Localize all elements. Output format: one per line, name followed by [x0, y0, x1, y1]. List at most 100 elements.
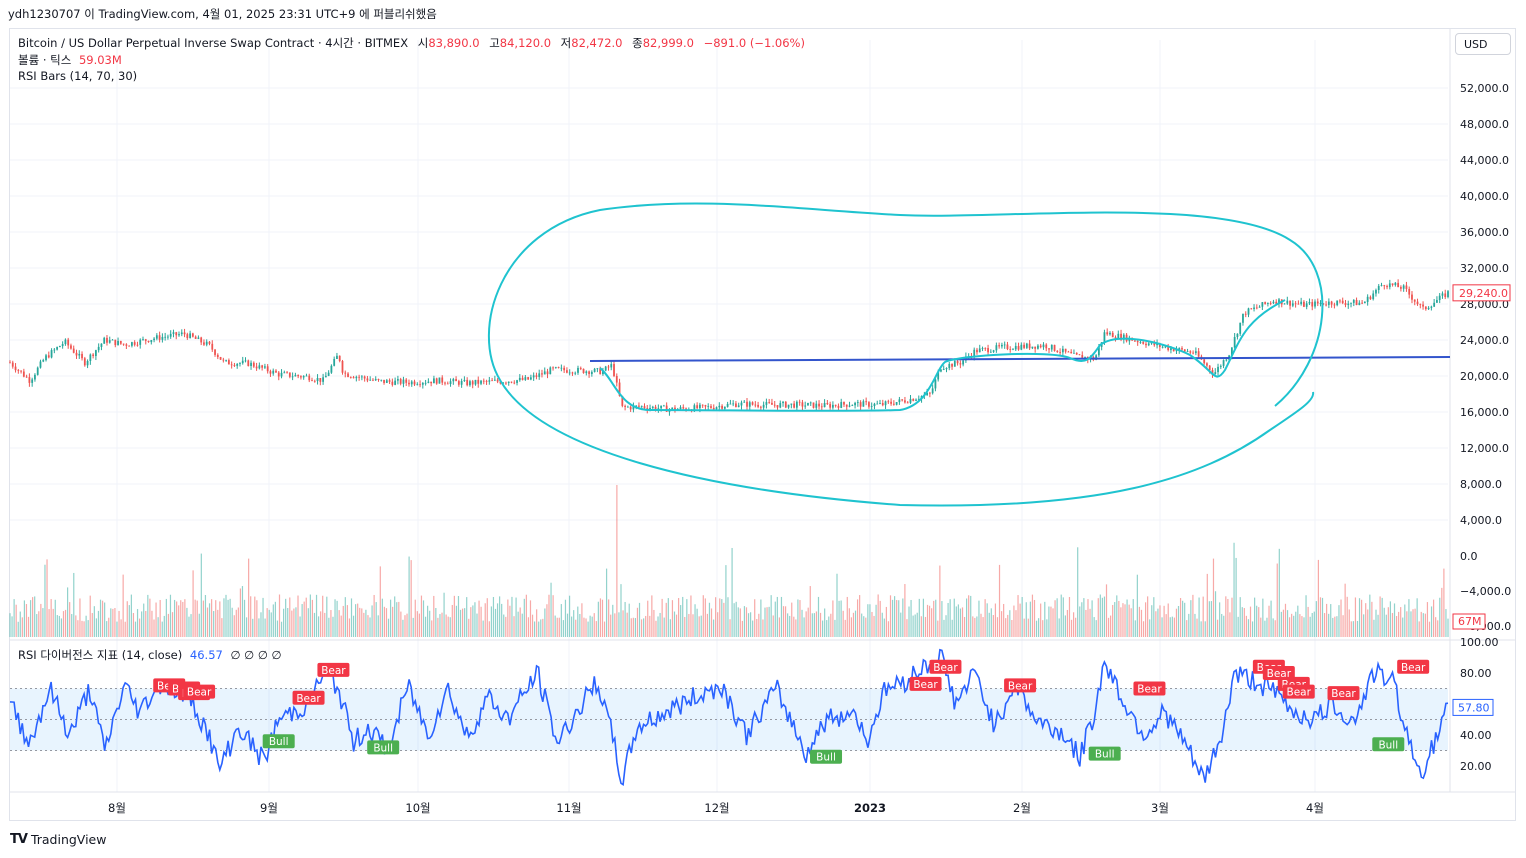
volume-bar: [920, 616, 922, 637]
volume-bar: [11, 616, 13, 637]
volume-bar: [1437, 620, 1439, 637]
volume-bar: [1040, 603, 1042, 637]
volume-bar: [132, 613, 135, 637]
volume-bar: [29, 600, 32, 637]
price-candle-body: [1244, 313, 1247, 315]
price-tick-label: 24,000.0: [1460, 334, 1509, 347]
volume-bar: [1161, 617, 1163, 637]
volume-bar: [97, 610, 100, 637]
volume-bar: [373, 594, 375, 637]
price-candle-body: [1095, 355, 1098, 360]
price-candle-body: [1258, 306, 1261, 308]
volume-bar: [410, 560, 412, 637]
price-candle-body: [233, 365, 236, 366]
price-candle-body: [272, 370, 275, 374]
volume-bar: [437, 617, 439, 637]
volume-bar: [1445, 609, 1447, 637]
price-candle-body: [748, 402, 751, 407]
price-candle-body: [200, 337, 203, 343]
volume-bar: [503, 614, 505, 637]
price-candle-body: [313, 380, 316, 382]
volume-bar: [863, 616, 865, 637]
volume-bar: [443, 592, 445, 637]
volume-bar: [772, 615, 774, 637]
price-candle-body: [851, 405, 854, 407]
price-candle-body: [679, 407, 682, 410]
volume-bar: [630, 618, 632, 637]
volume-bar: [626, 612, 628, 637]
price-candle-body: [1422, 304, 1424, 307]
volume-bar: [149, 598, 151, 637]
volume-bar: [832, 600, 834, 637]
price-candle-body: [100, 343, 103, 347]
price-candle-body: [790, 403, 793, 405]
volume-bar: [1064, 615, 1066, 637]
volume-bar: [795, 619, 797, 637]
price-candle-body: [1327, 301, 1330, 305]
price-candle-body: [654, 406, 657, 410]
volume-bar: [77, 620, 79, 637]
volume-bar: [1225, 596, 1227, 637]
price-candle-body: [175, 332, 178, 336]
price-candle-body: [1078, 354, 1081, 356]
volume-bar: [933, 600, 935, 637]
price-candle-body: [1170, 348, 1172, 351]
volume-bar: [1029, 601, 1031, 637]
open-label: 시: [417, 36, 429, 50]
volume-bar: [289, 597, 291, 637]
volume-bar: [346, 605, 348, 637]
volume-bar: [902, 598, 904, 637]
volume-bar: [1079, 606, 1081, 637]
price-candle-body: [632, 405, 635, 410]
price-candle-body: [131, 342, 133, 346]
price-candle-body: [693, 405, 696, 412]
volume-bar: [519, 607, 521, 637]
volume-bar: [1297, 605, 1299, 637]
price-candle-body: [1311, 302, 1314, 307]
price-candle-body: [892, 403, 895, 405]
price-candle-body: [1358, 302, 1361, 306]
price-candle-body: [660, 405, 663, 409]
price-candle-body: [812, 402, 815, 408]
volume-bar: [879, 600, 881, 637]
volume-bar: [501, 603, 503, 637]
price-candle-body: [718, 405, 721, 408]
price-candle-body: [532, 375, 535, 378]
volume-bar: [1249, 606, 1252, 637]
volume-bar: [898, 600, 900, 637]
price-candle-body: [446, 383, 449, 385]
price-candle-body: [1106, 332, 1109, 335]
price-candle-body: [424, 382, 427, 384]
volume-bar: [361, 608, 363, 637]
volume-bar: [1140, 609, 1143, 637]
volume-bar: [1247, 619, 1250, 637]
price-candle-body: [167, 336, 169, 338]
price-candle-body: [1158, 343, 1161, 347]
rsi-div-label: RSI 다이버전스 지표 (14, close): [18, 648, 183, 662]
rsi-tick-label: 20.00: [1460, 760, 1492, 773]
volume-bar: [459, 609, 462, 637]
volume-bar: [970, 595, 972, 637]
price-candle-body: [596, 368, 599, 370]
volume-bar: [529, 600, 532, 637]
currency-button[interactable]: USD: [1455, 33, 1511, 55]
time-tick-label: 8월: [108, 801, 126, 815]
price-candle-body: [618, 382, 621, 396]
volume-bar: [375, 602, 377, 637]
price-candle-body: [17, 370, 20, 371]
volume-bar: [301, 604, 303, 637]
tradingview-logo[interactable]: TV TradingView: [10, 832, 106, 847]
volume-bar: [715, 597, 717, 637]
bear-divergence-tag: [292, 690, 325, 705]
volume-bar: [1395, 616, 1398, 637]
volume-bar: [1110, 615, 1112, 637]
volume-bar: [1062, 597, 1064, 637]
price-candle-body: [945, 368, 948, 370]
price-candle-body: [374, 379, 377, 381]
price-candle-body: [1181, 348, 1183, 350]
volume-bar: [871, 611, 873, 637]
volume-bar: [322, 595, 324, 637]
volume-bar: [1295, 611, 1297, 637]
price-candle-body: [1361, 302, 1364, 304]
